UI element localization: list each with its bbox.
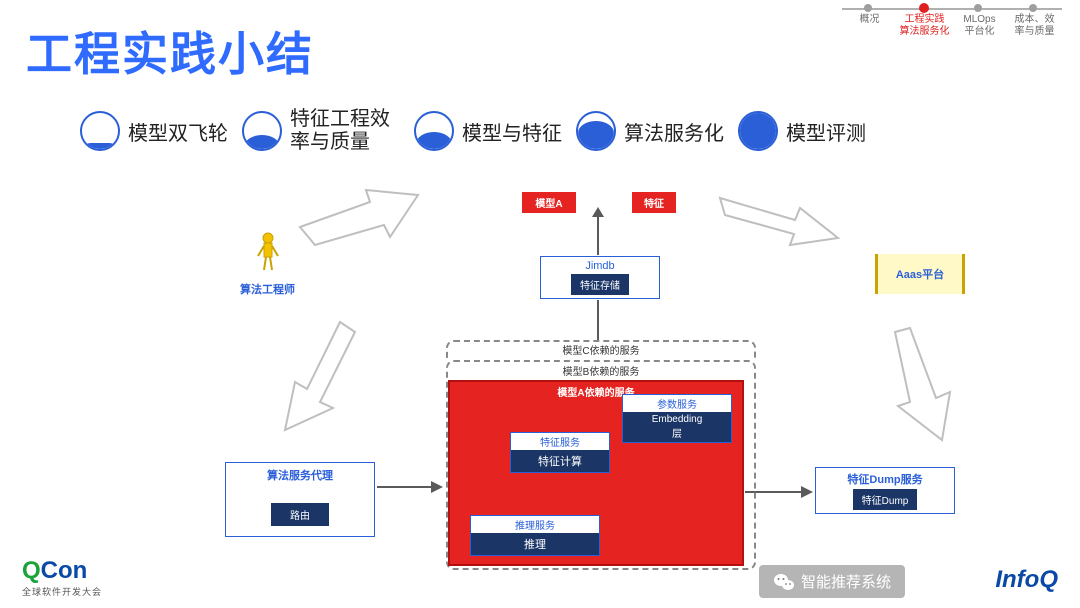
legend: 模型双飞轮特征工程效率与质量模型与特征算法服务化模型评测 xyxy=(80,108,866,154)
nav-dot-0 xyxy=(864,4,872,12)
box-aaas: Aaas平台 xyxy=(875,254,965,294)
legend-item-0: 模型双飞轮 xyxy=(80,111,228,151)
arrow-4 xyxy=(880,332,965,442)
nav-label-0: 概况 xyxy=(842,14,897,38)
dep-c-box: 模型C依赖的服务 xyxy=(446,340,756,360)
legend-item-2: 模型与特征 xyxy=(414,111,562,151)
top-nav: 概况 工程实践算法服务化 MLOps平台化 成本、效率与质量 xyxy=(842,8,1062,38)
jimdb-title: Jimdb xyxy=(551,260,649,272)
person-label: 算法工程师 xyxy=(240,281,295,297)
nav-dot-2 xyxy=(974,4,982,12)
nav-label-2: MLOps平台化 xyxy=(952,14,1007,38)
svc-feat: 特征服务 特征计算 xyxy=(510,432,610,473)
legend-item-3: 算法服务化 xyxy=(576,111,724,151)
jimdb-sub: 特征存储 xyxy=(571,274,629,295)
wechat-badge: 智能推荐系统 xyxy=(759,565,905,598)
arrow-2 xyxy=(720,190,840,245)
person-icon: 算法工程师 xyxy=(240,232,295,297)
nav-label-1: 工程实践算法服务化 xyxy=(897,14,952,38)
footer-qcon: QCon 全球软件开发大会 xyxy=(22,557,102,598)
conn-jimdb-up xyxy=(590,207,606,255)
box-proxy: 算法服务代理 路由 xyxy=(225,462,375,537)
nav-label-3: 成本、效率与质量 xyxy=(1007,14,1062,38)
svc-infer: 推理服务 推理 xyxy=(470,515,600,556)
box-feature: 特征 xyxy=(632,192,676,213)
nav-dot-1 xyxy=(919,3,929,13)
nav-dot-3 xyxy=(1029,4,1037,12)
box-jimdb: Jimdb 特征存储 xyxy=(540,256,660,299)
footer-infoq: InfoQ xyxy=(995,566,1058,594)
box-dump: 特征Dump服务 特征Dump xyxy=(815,467,955,514)
legend-item-4: 模型评测 xyxy=(738,111,866,151)
conn-jimdb-panel xyxy=(590,300,606,342)
arrow-1 xyxy=(300,187,420,247)
svc-param: 参数服务 Embedding层 xyxy=(622,394,732,443)
model-a-panel: 模型A依赖的服务 参数服务 Embedding层 特征服务 特征计算 推理服务 … xyxy=(448,380,744,566)
box-model-a: 模型A xyxy=(522,192,576,213)
legend-item-1: 特征工程效率与质量 xyxy=(242,108,400,154)
conn-proxy-panel xyxy=(377,472,445,502)
wechat-icon xyxy=(773,572,795,592)
arrow-3 xyxy=(285,322,365,432)
page-title: 工程实践小结 xyxy=(26,18,314,84)
diagram: 算法工程师 模型A 特征 Jimdb 特征存储 Aaas平台 模型C依赖的服务 … xyxy=(0,172,1080,567)
nav-line xyxy=(842,8,1062,10)
